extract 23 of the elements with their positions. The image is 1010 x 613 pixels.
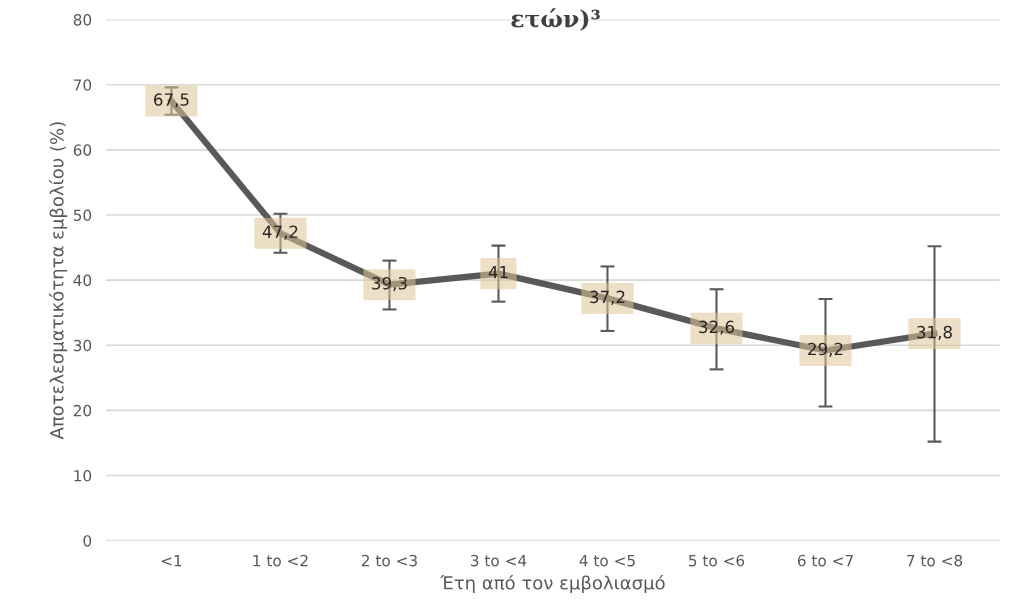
x-tick-label: 4 to <5 [579, 555, 635, 567]
y-tick-label: 10 [74, 470, 92, 482]
y-tick-label: 30 [73, 339, 92, 352]
y-tick-label: 50 [73, 209, 92, 222]
x-tick-label: 6 to <7 [797, 554, 853, 567]
y-tick-label: 70 [73, 79, 92, 91]
y-axis-title: Αποτελεσματικότητα εμβολίου (%) [48, 122, 68, 440]
y-tick-label: 80 [73, 14, 92, 26]
x-tick-label: 5 to <6 [689, 554, 745, 567]
x-tick-label: 1 to <2 [253, 554, 308, 567]
y-tick-label: 40 [73, 274, 92, 287]
y-tick-label: 60 [73, 144, 92, 156]
text: 31,8 [917, 325, 952, 341]
x-axis-title: Έτη από τον εμβολιασμό [440, 574, 665, 594]
x-tick-label: 2 to <3 [361, 554, 417, 567]
x-tick-label: 3 to <4 [470, 554, 527, 567]
text: 47,2 [262, 225, 298, 240]
y-tick-label: 0 [83, 535, 92, 547]
chart-title: ετών)³ [511, 8, 600, 31]
text: 67,5 [154, 93, 189, 108]
x-tick-label: 7 to <8 [907, 554, 963, 567]
x-tick-label: <1 [161, 555, 182, 567]
y-tick-label: 20 [73, 404, 92, 417]
